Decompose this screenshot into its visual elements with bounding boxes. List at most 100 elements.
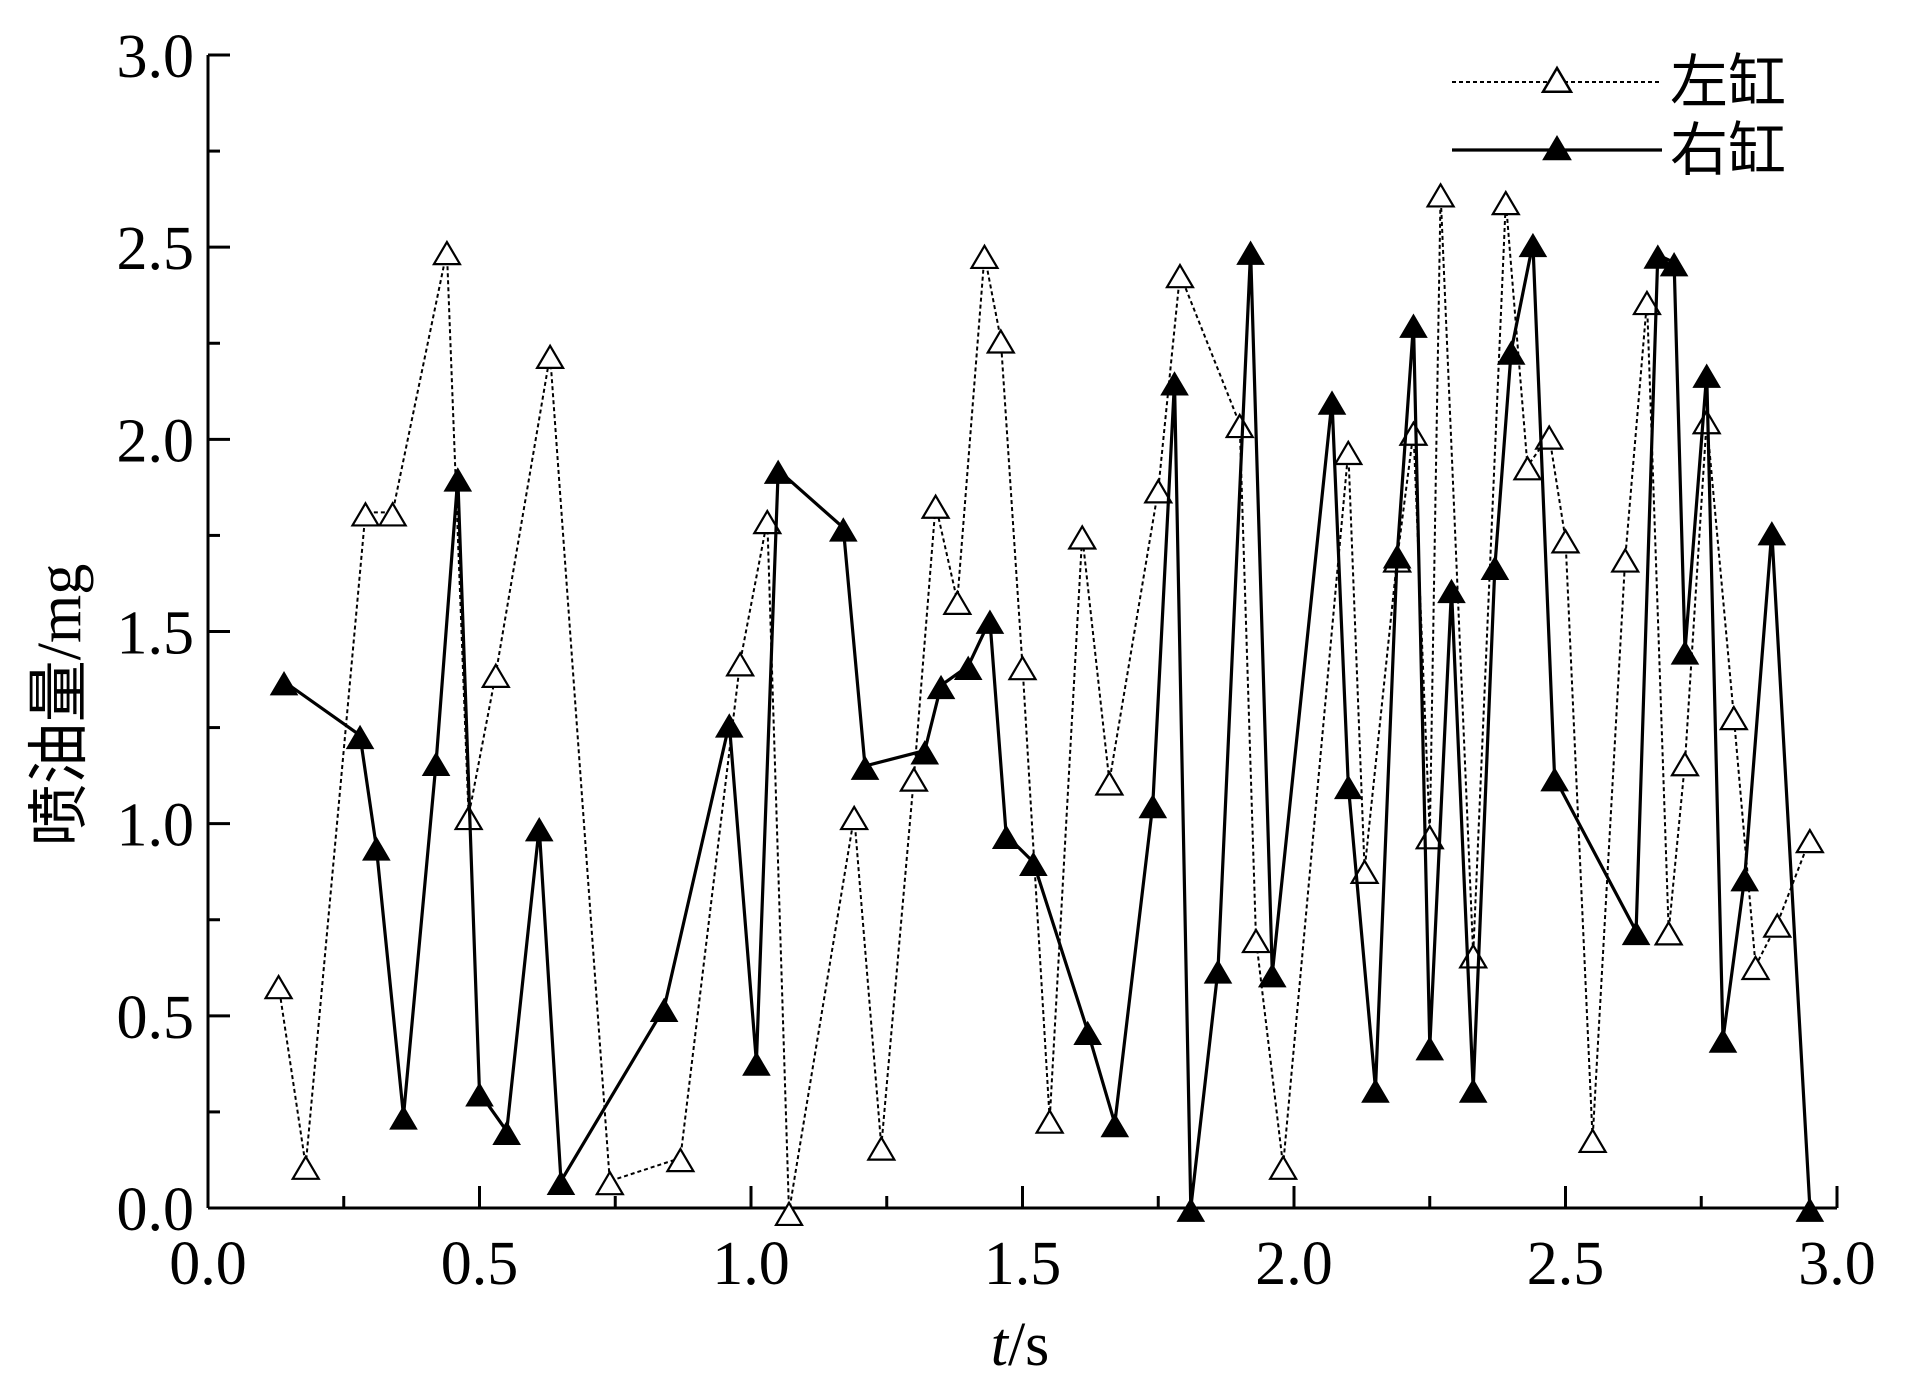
data-point <box>1224 412 1255 439</box>
data-point <box>1794 827 1825 854</box>
data-point <box>975 609 1005 634</box>
data-point <box>1718 704 1749 731</box>
data-point <box>1458 943 1489 969</box>
y-tick-label: 3.0 <box>117 23 195 91</box>
data-point <box>269 670 299 696</box>
x-tick-label: 2.5 <box>1527 1230 1605 1298</box>
y-tick-label: 1.5 <box>117 600 195 668</box>
data-point <box>828 517 858 542</box>
data-point <box>1203 959 1233 984</box>
data-point <box>1160 371 1189 396</box>
data-point <box>1268 1154 1299 1180</box>
legend-marker <box>1540 65 1574 94</box>
data-point <box>1382 544 1412 569</box>
data-point <box>1176 1197 1206 1222</box>
data-point <box>898 766 929 792</box>
x-tick-label: 0.5 <box>441 1230 519 1298</box>
data-point <box>465 1082 494 1107</box>
data-point <box>1621 920 1651 946</box>
data-point <box>1757 521 1787 546</box>
data-point <box>649 997 679 1022</box>
data-point <box>594 1169 625 1196</box>
data-point <box>431 239 462 266</box>
data-point <box>839 804 870 831</box>
data-point <box>991 824 1021 850</box>
data-point <box>1740 954 1771 981</box>
data-point <box>1610 547 1641 573</box>
data-point <box>1795 1197 1825 1222</box>
data-point <box>1670 640 1700 665</box>
y-tick-label: 0.0 <box>117 1176 195 1244</box>
data-point <box>774 1200 804 1227</box>
data-point <box>1659 252 1689 277</box>
data-point <box>480 662 511 688</box>
data-point <box>1143 478 1174 504</box>
data-point <box>1094 770 1125 796</box>
data-point <box>953 655 983 680</box>
data-point <box>850 755 880 780</box>
y-tick-label: 1.0 <box>117 792 195 860</box>
data-point <box>1670 751 1700 777</box>
data-point <box>290 1154 321 1180</box>
series-line <box>283 242 1812 1209</box>
data-point <box>421 751 451 777</box>
data-point <box>1236 240 1265 265</box>
data-point <box>389 1105 418 1130</box>
data-point <box>1518 232 1548 258</box>
data-point <box>1708 1028 1738 1053</box>
data-point <box>443 467 473 492</box>
data-point <box>1007 654 1038 681</box>
y-tick-label: 2.5 <box>117 215 195 283</box>
data-point <box>1414 824 1445 850</box>
data-point <box>1632 289 1662 316</box>
data-point <box>1073 1020 1102 1046</box>
series-line <box>277 193 1811 1212</box>
series-2 <box>269 232 1825 1222</box>
data-point <box>1333 774 1363 800</box>
data-point <box>1577 1127 1608 1154</box>
data-point <box>1415 1036 1445 1061</box>
series-layer <box>263 182 1825 1227</box>
data-point <box>714 713 744 738</box>
data-point <box>1496 340 1526 365</box>
data-point <box>1333 439 1364 466</box>
data-point <box>1399 313 1428 338</box>
data-point <box>345 724 375 750</box>
data-point <box>492 1120 521 1145</box>
x-tick-label: 1.0 <box>712 1230 790 1298</box>
data-point <box>524 817 554 842</box>
data-point <box>1165 262 1195 289</box>
data-point <box>742 1051 771 1076</box>
data-point <box>942 589 973 615</box>
data-point <box>362 836 391 861</box>
y-tick-label: 2.0 <box>117 407 195 475</box>
data-point <box>377 501 408 527</box>
legend-label: 右缸 <box>1670 116 1786 184</box>
data-point <box>1067 524 1098 550</box>
data-point <box>763 459 793 484</box>
data-point <box>1534 424 1565 450</box>
data-point <box>263 973 294 1000</box>
data-point <box>1317 390 1347 415</box>
x-tick-label: 0.0 <box>169 1230 247 1298</box>
legend-marker <box>1542 135 1572 161</box>
data-point <box>665 1146 696 1173</box>
data-point <box>725 651 756 677</box>
data-point <box>969 243 1000 270</box>
data-point <box>1257 963 1287 988</box>
data-point <box>1730 866 1760 892</box>
data-point <box>1550 528 1581 554</box>
data-point <box>1361 1078 1390 1103</box>
data-point <box>1138 793 1168 819</box>
data-point <box>1425 182 1456 208</box>
data-point <box>1512 455 1543 481</box>
y-tick-label: 0.5 <box>117 984 195 1052</box>
data-point <box>535 343 566 369</box>
series-1 <box>263 182 1825 1227</box>
x-axis-title: t/s <box>991 1311 1050 1379</box>
data-point <box>350 501 381 527</box>
data-point <box>1480 555 1510 581</box>
data-point <box>1100 1112 1130 1138</box>
